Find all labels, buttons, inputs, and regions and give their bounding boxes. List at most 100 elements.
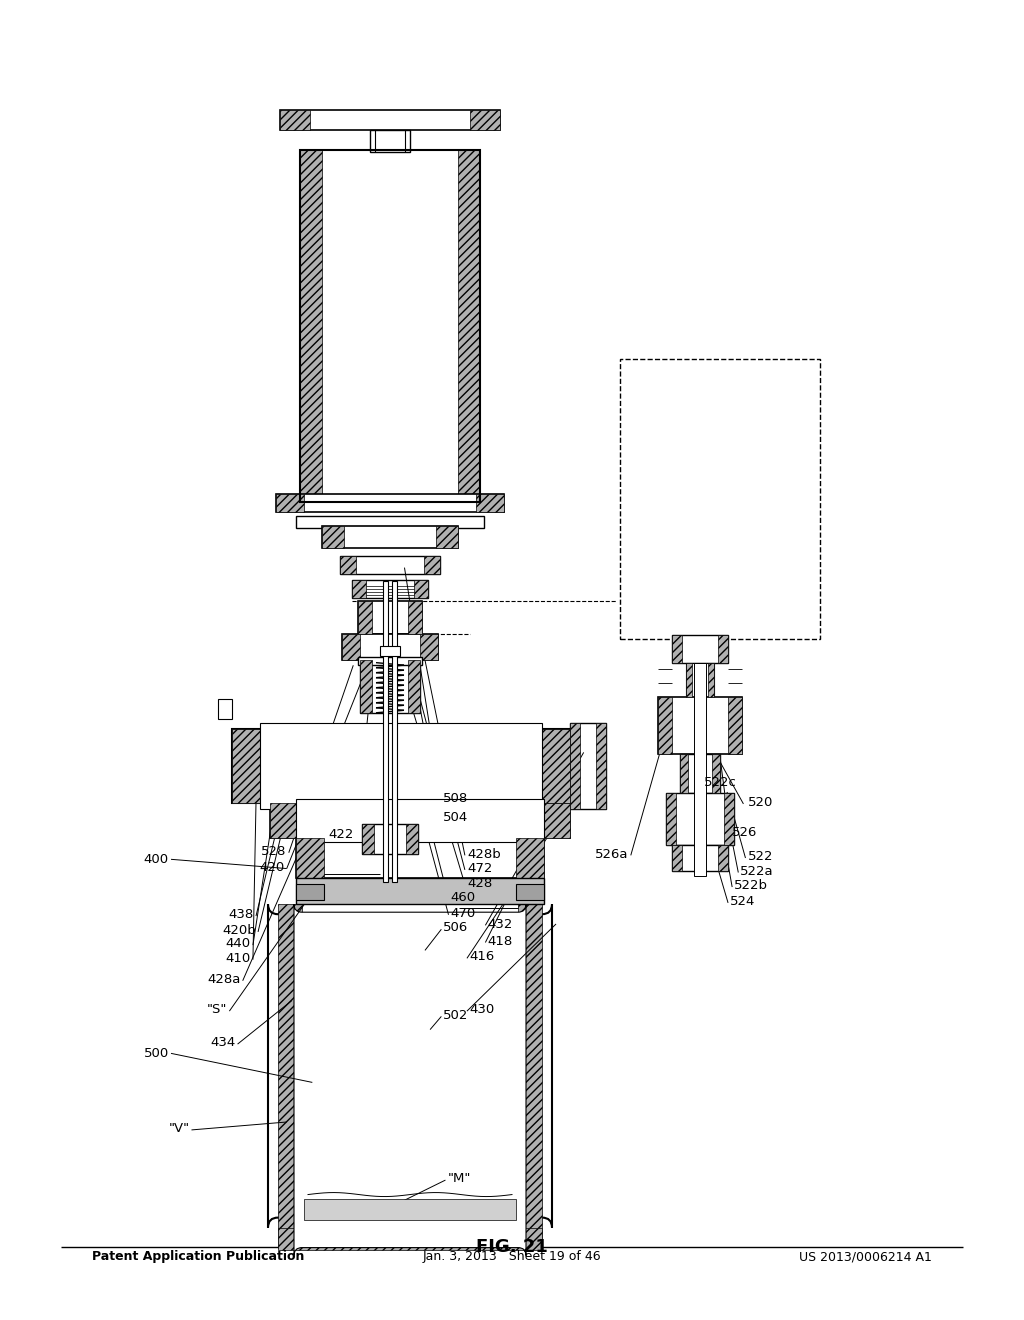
Bar: [424, 556, 440, 574]
Text: 422: 422: [328, 828, 353, 841]
Bar: [358, 601, 422, 634]
Bar: [516, 838, 544, 878]
FancyBboxPatch shape: [268, 904, 552, 1228]
Bar: [296, 516, 484, 528]
Text: 522: 522: [748, 850, 773, 863]
Bar: [516, 884, 544, 900]
Text: US 2013/0006214 A1: US 2013/0006214 A1: [799, 1250, 932, 1263]
Bar: [260, 722, 542, 809]
Bar: [232, 729, 570, 803]
Text: 522b: 522b: [734, 879, 768, 892]
Bar: [296, 878, 544, 904]
Text: 428a: 428a: [207, 973, 241, 986]
Bar: [728, 697, 742, 754]
Bar: [680, 754, 720, 793]
Bar: [340, 556, 440, 574]
Text: 428: 428: [467, 876, 493, 890]
Bar: [392, 581, 397, 882]
Bar: [436, 525, 458, 548]
Text: 520: 520: [748, 796, 773, 809]
Bar: [270, 803, 570, 838]
Bar: [358, 601, 372, 634]
Bar: [408, 660, 420, 713]
Text: 522c: 522c: [703, 776, 736, 789]
Text: 500: 500: [143, 1047, 169, 1060]
Bar: [518, 904, 542, 1247]
Bar: [352, 579, 428, 598]
Text: 506: 506: [443, 921, 469, 935]
Bar: [672, 845, 728, 871]
Text: 438: 438: [228, 908, 254, 921]
Bar: [352, 579, 366, 598]
Bar: [544, 803, 570, 838]
Bar: [296, 838, 324, 878]
Bar: [672, 845, 682, 871]
Bar: [724, 793, 734, 845]
Bar: [658, 697, 742, 754]
Text: 526a: 526a: [595, 847, 629, 861]
Text: 420b: 420b: [222, 924, 256, 937]
Bar: [672, 635, 728, 663]
Bar: [340, 556, 356, 574]
Bar: [666, 793, 734, 845]
Bar: [296, 838, 544, 878]
Bar: [408, 601, 422, 634]
Bar: [694, 663, 706, 876]
Bar: [300, 150, 322, 502]
Text: 416: 416: [469, 950, 495, 964]
Text: Patent Application Publication: Patent Application Publication: [92, 1250, 304, 1263]
Text: 434: 434: [210, 1036, 236, 1049]
Text: 526: 526: [732, 826, 758, 840]
Text: "S": "S": [207, 1003, 227, 1016]
Text: 524: 524: [730, 895, 756, 908]
Text: 432: 432: [487, 917, 513, 931]
Bar: [296, 799, 544, 842]
Bar: [672, 635, 682, 663]
Text: 440: 440: [225, 937, 251, 950]
Text: 470: 470: [451, 907, 476, 920]
Bar: [476, 494, 504, 512]
Text: 502: 502: [443, 1008, 469, 1022]
FancyBboxPatch shape: [294, 904, 526, 1255]
Bar: [360, 660, 420, 713]
Bar: [370, 129, 410, 152]
Text: 504: 504: [443, 810, 469, 824]
Text: 508: 508: [443, 792, 469, 805]
Bar: [278, 904, 302, 1247]
Bar: [686, 663, 692, 697]
Bar: [406, 824, 418, 854]
Bar: [680, 754, 688, 793]
Text: 428b: 428b: [467, 847, 501, 861]
Text: "V": "V": [168, 1122, 189, 1135]
Text: 420: 420: [259, 861, 285, 874]
Bar: [570, 722, 606, 809]
Bar: [358, 657, 422, 665]
Text: 528: 528: [261, 845, 287, 858]
Bar: [542, 729, 570, 803]
Bar: [420, 634, 438, 660]
Bar: [666, 793, 676, 845]
Bar: [276, 494, 504, 512]
Text: 472: 472: [467, 862, 493, 875]
Text: "M": "M": [447, 1172, 471, 1185]
Bar: [718, 845, 728, 871]
Bar: [414, 579, 428, 598]
Bar: [342, 634, 360, 660]
Bar: [712, 754, 720, 793]
Bar: [280, 110, 500, 129]
Bar: [280, 110, 310, 129]
Text: FIG. 21: FIG. 21: [476, 1238, 548, 1257]
Bar: [270, 803, 296, 838]
Text: 400: 400: [143, 853, 169, 866]
Text: 522a: 522a: [740, 865, 774, 878]
Bar: [342, 634, 438, 660]
Bar: [278, 1228, 542, 1250]
Bar: [596, 722, 606, 809]
Text: 410: 410: [225, 952, 251, 965]
Bar: [470, 110, 500, 129]
Text: 430: 430: [469, 1003, 495, 1016]
Bar: [362, 824, 418, 854]
Bar: [383, 581, 388, 882]
Bar: [276, 494, 304, 512]
Bar: [570, 722, 580, 809]
